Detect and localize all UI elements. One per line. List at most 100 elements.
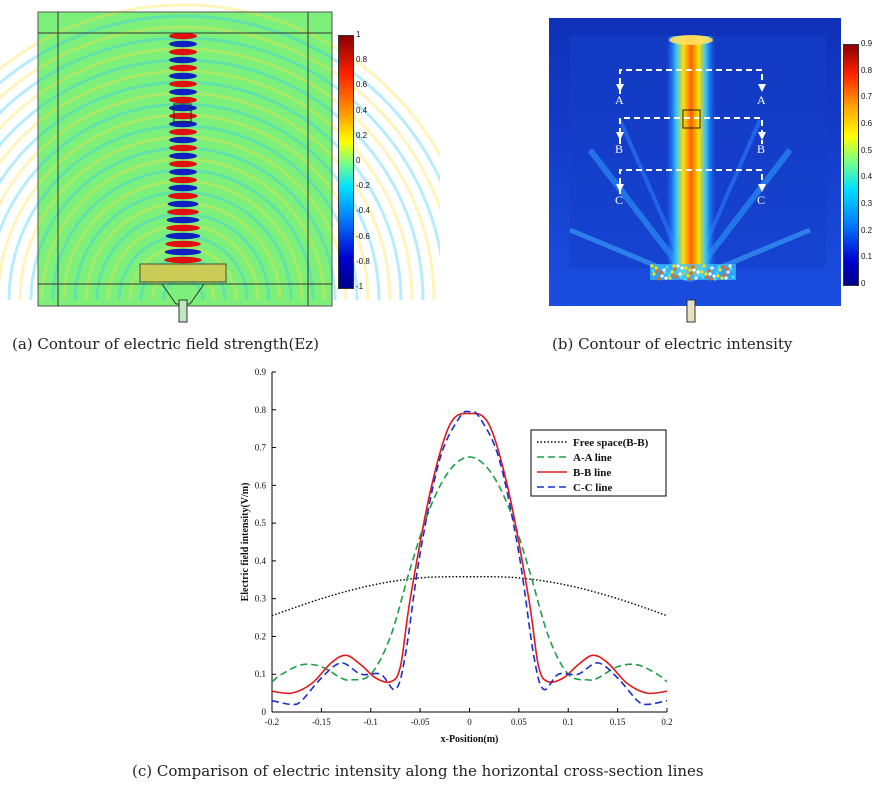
y-axis-label: Electric field intensity(V/m) <box>240 483 251 602</box>
beam-stripe <box>169 176 197 184</box>
speckle <box>654 266 658 270</box>
speckle <box>684 266 688 270</box>
colorbar-tick-label: -0.6 <box>356 231 370 241</box>
speckle <box>694 276 698 280</box>
legend-label: Free space(B-B) <box>573 437 649 449</box>
colorbar-tick-label: 0.5 <box>861 145 873 155</box>
speckle <box>702 264 706 268</box>
speckle <box>662 268 666 272</box>
colorbar-tick-label: 0.6 <box>861 119 873 128</box>
intensity-lens-speckle <box>650 264 735 281</box>
speckle <box>691 265 695 269</box>
speckle <box>717 265 721 269</box>
section-label-a-left: A <box>615 93 624 107</box>
wavefront-ring <box>73 190 293 301</box>
speckle <box>660 274 664 278</box>
colorbar-tick-label: 0 <box>861 279 866 288</box>
colorbar-tick-label: 0.8 <box>861 65 873 75</box>
speckle <box>729 267 733 271</box>
y-tick-label: 0.7 <box>255 443 267 453</box>
colorbar-tick-label: 0.9 <box>861 39 873 48</box>
speckle <box>692 268 696 272</box>
series-line-free-space-b-b- <box>271 576 668 617</box>
speckle <box>696 270 700 274</box>
x-tick-label: -0.05 <box>411 717 430 727</box>
intensity-line-chart: 0 0.1 0.2 0.3 0.4 0.5 0.6 0.7 0.8 0.9 -0.2 -0.15 -0.… <box>240 367 673 745</box>
wavefront-ring <box>0 14 440 183</box>
speckle <box>701 275 705 279</box>
speckle <box>700 270 704 274</box>
y-tick-label: 0.5 <box>255 518 267 528</box>
speckle <box>708 272 712 276</box>
beam-stripe <box>169 112 197 120</box>
colorbar-tick-label: 0 <box>356 156 361 165</box>
intensity-colorbar-ticks: 0.9 0.8 0.7 0.6 0.5 0.4 0.3 0.2 0.1 0 <box>861 39 881 290</box>
colorbar-tick-label: -0.4 <box>356 206 370 216</box>
speckle <box>678 272 682 276</box>
legend-label: A-A line <box>573 452 612 464</box>
x-axis-label: x-Position(m) <box>441 734 499 745</box>
caption-b: (b) Contour of electric intensity <box>552 335 793 353</box>
x-tick-label: -0.15 <box>312 717 331 727</box>
beam-stripe <box>169 56 197 64</box>
beam-stripe <box>166 216 200 224</box>
beam-stripe <box>164 248 202 256</box>
speckle <box>676 264 680 268</box>
ez-lens-structure <box>139 263 227 283</box>
ez-probe-box <box>173 103 192 123</box>
speckle <box>651 269 655 273</box>
speckle <box>686 274 690 278</box>
speckle <box>723 273 727 277</box>
colorbar-tick-label: 0.2 <box>356 130 368 140</box>
section-label-a-right: A <box>757 93 766 107</box>
caption-c: (c) Comparison of electric intensity alo… <box>132 762 704 780</box>
speckle <box>699 267 703 271</box>
speckle <box>655 269 659 273</box>
ez-colorbar <box>338 35 354 289</box>
speckle <box>713 277 717 281</box>
y-tick-label: 0.2 <box>255 631 266 641</box>
colorbar-tick-label: -1 <box>356 282 364 291</box>
intensity-colorbar <box>843 44 859 286</box>
ez-horn <box>161 283 205 305</box>
legend-box <box>530 429 667 497</box>
beam-stripe <box>169 32 197 40</box>
speckle <box>710 266 714 270</box>
colorbar-tick-label: 0.2 <box>861 225 873 235</box>
section-label-c-right: C <box>757 193 765 207</box>
speckle <box>707 269 711 273</box>
series-line-a-a-line <box>271 456 668 683</box>
section-lines <box>616 69 766 194</box>
beam-stripe <box>169 96 197 104</box>
wavefront-ring <box>0 3 440 159</box>
beam-stripe <box>169 48 197 56</box>
beam-stripe <box>169 144 197 152</box>
speckle <box>683 277 687 281</box>
speckle <box>657 277 661 281</box>
y-tick-label: 0.6 <box>255 480 267 490</box>
x-tick-label: 0.05 <box>511 717 527 727</box>
speckle <box>665 265 669 269</box>
beam-stripe <box>169 136 197 144</box>
beam-stripe <box>167 200 199 208</box>
series-line-c-c-line <box>271 410 668 706</box>
speckle <box>659 271 663 275</box>
speckle <box>726 270 730 274</box>
panel-c: 0 0.1 0.2 0.3 0.4 0.5 0.6 0.7 0.8 0.9 -0.2 -0.15 -0.… <box>0 362 882 787</box>
speckle <box>718 268 722 272</box>
colorbar-tick-label: 0.3 <box>861 199 873 208</box>
caption-a: (a) Contour of electric field strength(E… <box>12 335 320 353</box>
x-tick-label: -0.1 <box>364 717 378 727</box>
beam-stripe <box>165 232 201 240</box>
x-tick-label: 0 <box>467 717 472 727</box>
speckle <box>668 276 672 280</box>
speckle <box>667 273 671 277</box>
y-tick-label: 0 <box>262 707 267 717</box>
speckle <box>705 275 709 279</box>
beam-stripe <box>169 104 197 112</box>
ez-field-contour <box>0 3 440 323</box>
y-tick-label: 0.4 <box>255 556 267 566</box>
beam-stripe <box>169 80 197 88</box>
beam-stripe <box>165 240 201 248</box>
speckle <box>687 277 691 281</box>
